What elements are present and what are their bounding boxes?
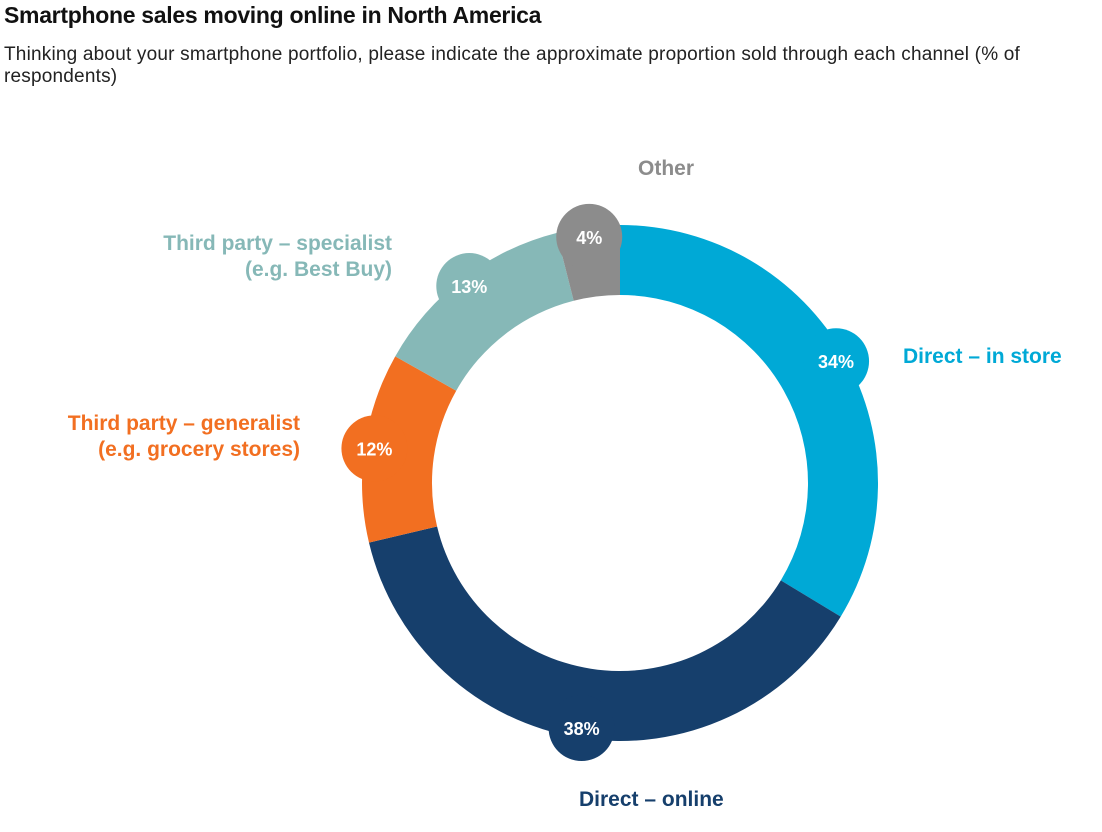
chart-title: Smartphone sales moving online in North … — [4, 2, 542, 28]
value-label-3: 12% — [356, 439, 392, 459]
label-direct-online: Direct – online — [579, 787, 724, 813]
value-bubble-4 — [436, 253, 503, 320]
donut-slice-2 — [368, 526, 841, 741]
value-bubble-1 — [803, 328, 870, 395]
chart-subtitle: Thinking about your smartphone portfolio… — [4, 44, 1021, 87]
label-other: Other — [638, 156, 694, 182]
label-third-party-generalist-line-2: (e.g. grocery stores) — [98, 438, 300, 461]
label-direct-online-line-1: Direct – online — [579, 788, 724, 811]
label-third-party-generalist-line-1: Third party – generalist — [67, 412, 300, 435]
value-label-1: 34% — [818, 352, 854, 372]
value-label-2: 38% — [564, 719, 600, 739]
label-direct-in-store-line-1: Direct – in store — [903, 345, 1062, 368]
value-label-5: 4% — [576, 228, 602, 248]
label-direct-in-store: Direct – in store — [903, 344, 1062, 370]
value-bubble-3 — [341, 415, 408, 482]
value-bubble-2 — [548, 695, 615, 762]
value-bubble-5 — [556, 203, 623, 270]
label-third-party-specialist-line-2: (e.g. Best Buy) — [244, 258, 392, 281]
label-third-party-specialist: Third party – specialist (e.g. Best Buy) — [163, 231, 392, 283]
donut-slice-1 — [620, 225, 879, 617]
value-label-4: 13% — [451, 277, 487, 297]
label-third-party-specialist-line-1: Third party – specialist — [163, 232, 392, 255]
label-other-line-1: Other — [638, 157, 695, 180]
donut-slice-3 — [362, 356, 457, 543]
label-third-party-generalist: Third party – generalist (e.g. grocery s… — [68, 411, 300, 463]
